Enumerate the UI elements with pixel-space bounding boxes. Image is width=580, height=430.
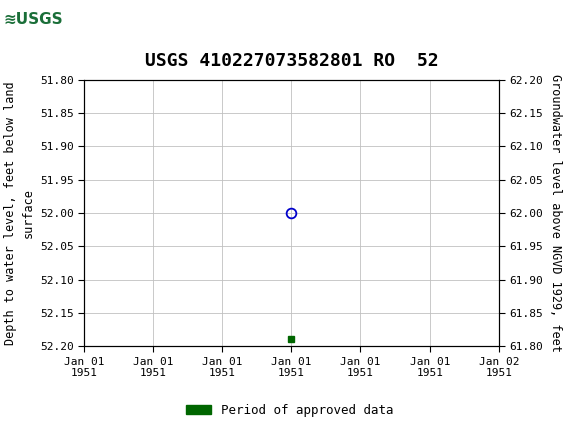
Y-axis label: Depth to water level, feet below land
surface: Depth to water level, feet below land su… bbox=[5, 81, 34, 345]
Legend: Period of approved data: Period of approved data bbox=[181, 399, 399, 421]
FancyBboxPatch shape bbox=[2, 2, 66, 38]
Y-axis label: Groundwater level above NGVD 1929, feet: Groundwater level above NGVD 1929, feet bbox=[549, 74, 561, 352]
Text: ≋USGS: ≋USGS bbox=[4, 12, 63, 27]
Title: USGS 410227073582801 RO  52: USGS 410227073582801 RO 52 bbox=[144, 52, 438, 70]
